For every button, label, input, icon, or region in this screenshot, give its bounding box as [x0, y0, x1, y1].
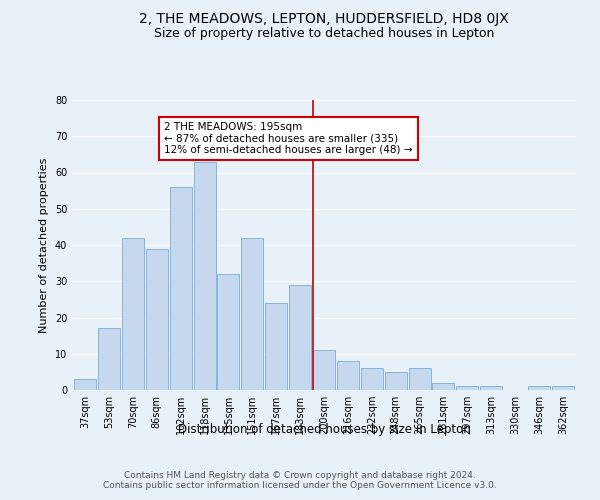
- Bar: [170, 187, 191, 390]
- Bar: [457, 386, 478, 390]
- Bar: [265, 303, 287, 390]
- Bar: [289, 285, 311, 390]
- Bar: [194, 162, 215, 390]
- Text: 2 THE MEADOWS: 195sqm
← 87% of detached houses are smaller (335)
12% of semi-det: 2 THE MEADOWS: 195sqm ← 87% of detached …: [164, 122, 412, 155]
- Bar: [480, 386, 502, 390]
- Bar: [217, 274, 239, 390]
- Bar: [361, 368, 383, 390]
- Bar: [122, 238, 144, 390]
- Bar: [98, 328, 120, 390]
- Y-axis label: Number of detached properties: Number of detached properties: [39, 158, 49, 332]
- Bar: [337, 361, 359, 390]
- Bar: [241, 238, 263, 390]
- Text: Contains HM Land Registry data © Crown copyright and database right 2024.
Contai: Contains HM Land Registry data © Crown c…: [103, 470, 497, 490]
- Bar: [528, 386, 550, 390]
- Bar: [385, 372, 407, 390]
- Text: 2, THE MEADOWS, LEPTON, HUDDERSFIELD, HD8 0JX: 2, THE MEADOWS, LEPTON, HUDDERSFIELD, HD…: [139, 12, 509, 26]
- Bar: [146, 248, 168, 390]
- Bar: [313, 350, 335, 390]
- Bar: [552, 386, 574, 390]
- Text: Size of property relative to detached houses in Lepton: Size of property relative to detached ho…: [154, 28, 494, 40]
- Text: Distribution of detached houses by size in Lepton: Distribution of detached houses by size …: [178, 422, 470, 436]
- Bar: [433, 383, 454, 390]
- Bar: [409, 368, 431, 390]
- Bar: [74, 379, 96, 390]
